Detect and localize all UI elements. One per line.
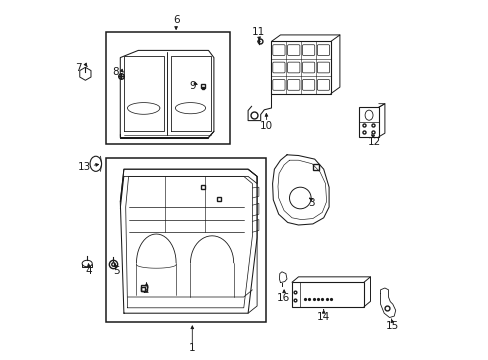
Text: 16: 16 (276, 293, 289, 303)
Bar (106, 158, 265, 322)
Bar (271, 41, 330, 94)
Text: 14: 14 (316, 312, 330, 322)
Text: 10: 10 (259, 121, 272, 131)
Bar (291, 282, 363, 307)
Text: 2: 2 (142, 285, 148, 295)
Text: 12: 12 (366, 137, 380, 147)
Text: 4: 4 (85, 266, 92, 276)
Text: 11: 11 (251, 27, 264, 37)
Text: 9: 9 (188, 81, 195, 91)
Text: 6: 6 (172, 15, 179, 25)
Text: 15: 15 (385, 321, 398, 331)
Bar (106, 32, 230, 144)
Text: 8: 8 (112, 67, 119, 77)
Text: 13: 13 (78, 162, 91, 172)
Bar (358, 107, 378, 137)
Text: 7: 7 (76, 63, 82, 73)
Text: 5: 5 (113, 266, 120, 276)
Text: 1: 1 (188, 343, 195, 354)
Text: 3: 3 (307, 198, 314, 208)
